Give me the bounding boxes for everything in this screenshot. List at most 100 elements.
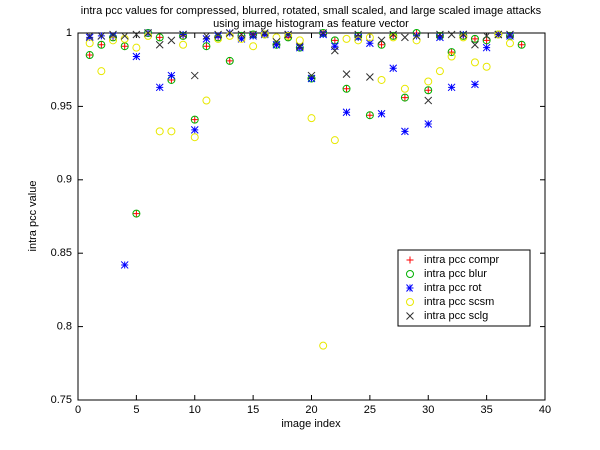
x-tick-label: 40 bbox=[539, 404, 551, 416]
data-point bbox=[97, 67, 106, 76]
x-tick-label: 35 bbox=[481, 404, 493, 416]
data-point bbox=[190, 115, 199, 124]
data-point bbox=[401, 94, 409, 102]
data-point bbox=[494, 30, 503, 39]
data-point bbox=[109, 36, 118, 45]
y-axis-label: intra pcc value bbox=[27, 181, 39, 252]
data-point bbox=[447, 48, 456, 57]
data-point bbox=[435, 31, 444, 40]
data-point bbox=[226, 57, 234, 65]
x-tick-label: 10 bbox=[189, 404, 201, 416]
data-point bbox=[517, 40, 526, 49]
data-point bbox=[401, 127, 409, 136]
data-point bbox=[249, 30, 257, 39]
data-point bbox=[120, 42, 129, 51]
data-point bbox=[471, 40, 479, 49]
data-point bbox=[400, 84, 409, 93]
data-point bbox=[343, 85, 351, 93]
data-point bbox=[377, 36, 386, 45]
data-point bbox=[132, 43, 141, 52]
data-point bbox=[330, 42, 339, 51]
data-point bbox=[155, 33, 164, 42]
y-tick-label: 0.8 bbox=[57, 321, 72, 333]
data-point bbox=[470, 58, 479, 67]
data-point bbox=[202, 42, 211, 51]
data-point bbox=[424, 86, 433, 95]
data-point bbox=[435, 67, 444, 76]
x-tick-label: 20 bbox=[305, 404, 317, 416]
data-point bbox=[295, 36, 304, 45]
data-point bbox=[132, 30, 141, 39]
x-tick-label: 25 bbox=[364, 404, 376, 416]
data-point bbox=[97, 40, 106, 49]
data-point bbox=[167, 71, 176, 80]
x-tick-label: 0 bbox=[75, 404, 81, 416]
data-point bbox=[272, 40, 281, 49]
data-point bbox=[260, 29, 269, 37]
data-point bbox=[179, 40, 188, 49]
data-point bbox=[249, 42, 258, 51]
legend-label: intra pcc rot bbox=[424, 282, 481, 294]
data-point bbox=[424, 96, 433, 105]
data-point bbox=[155, 83, 164, 92]
data-point bbox=[482, 43, 491, 52]
legend-label: intra pcc blur bbox=[424, 268, 487, 280]
x-tick-label: 5 bbox=[133, 404, 139, 416]
data-point bbox=[155, 127, 164, 136]
data-point bbox=[295, 43, 304, 52]
data-point bbox=[179, 31, 188, 40]
data-point bbox=[424, 86, 432, 94]
data-point bbox=[436, 33, 444, 42]
data-point bbox=[366, 73, 374, 81]
data-point bbox=[109, 30, 117, 39]
data-point bbox=[482, 62, 491, 71]
data-point bbox=[424, 120, 433, 128]
data-point bbox=[330, 46, 339, 55]
data-point bbox=[330, 36, 339, 45]
legend-marker bbox=[406, 312, 414, 320]
data-point bbox=[482, 32, 491, 40]
data-point bbox=[179, 30, 187, 39]
data-point bbox=[365, 33, 374, 42]
data-point bbox=[120, 261, 129, 269]
data-point bbox=[225, 29, 234, 37]
data-point bbox=[505, 39, 514, 48]
data-point bbox=[85, 39, 94, 48]
data-point bbox=[470, 34, 479, 43]
data-point bbox=[260, 30, 269, 39]
data-point bbox=[132, 209, 141, 218]
data-point bbox=[377, 75, 386, 84]
data-point bbox=[307, 114, 316, 123]
data-point bbox=[354, 30, 363, 39]
y-tick-label: 0.75 bbox=[51, 394, 72, 406]
data-point bbox=[132, 52, 141, 61]
data-point bbox=[307, 71, 316, 80]
data-point bbox=[225, 56, 234, 65]
data-point bbox=[366, 111, 374, 119]
data-point bbox=[121, 42, 129, 50]
data-point bbox=[459, 30, 468, 39]
data-point bbox=[506, 30, 514, 39]
data-point bbox=[342, 70, 351, 78]
data-point bbox=[120, 32, 129, 40]
y-tick-label: 0.95 bbox=[51, 100, 72, 112]
data-point bbox=[202, 42, 210, 50]
data-point bbox=[284, 30, 293, 39]
legend-label: intra pcc scsm bbox=[424, 296, 494, 308]
legend-marker bbox=[406, 270, 415, 278]
data-point bbox=[319, 341, 328, 350]
data-point bbox=[377, 109, 386, 118]
data-point bbox=[354, 36, 363, 45]
data-point bbox=[249, 32, 257, 40]
data-point bbox=[447, 30, 456, 39]
y-tick-label: 0.9 bbox=[57, 174, 72, 186]
data-point bbox=[400, 93, 409, 102]
legend-label: intra pcc sclg bbox=[424, 310, 488, 322]
data-point bbox=[167, 127, 176, 136]
data-point bbox=[190, 71, 199, 80]
data-point bbox=[295, 42, 304, 51]
data-point bbox=[85, 32, 94, 40]
data-point bbox=[190, 126, 199, 134]
